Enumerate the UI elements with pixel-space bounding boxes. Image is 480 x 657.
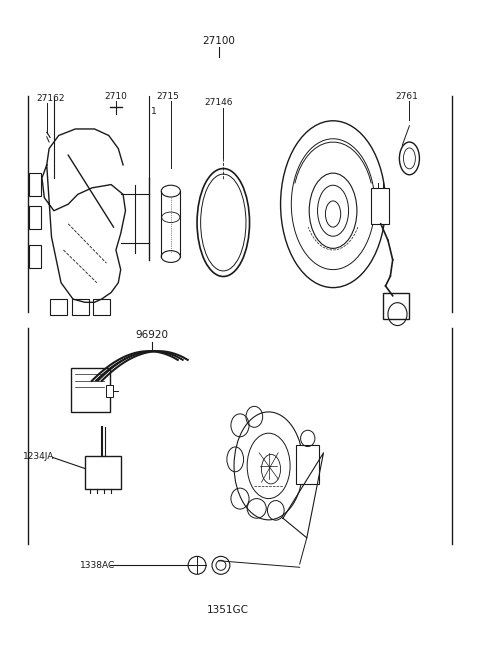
- Bar: [29, 206, 41, 229]
- Bar: [93, 299, 110, 315]
- Text: 2761: 2761: [396, 92, 419, 101]
- Text: 27162: 27162: [36, 94, 65, 102]
- Bar: [29, 245, 41, 268]
- Bar: [72, 299, 89, 315]
- Bar: [371, 188, 389, 224]
- Text: 1: 1: [151, 107, 157, 116]
- Text: 1338AC: 1338AC: [80, 561, 115, 570]
- Bar: [50, 299, 67, 315]
- Bar: [107, 385, 113, 397]
- Bar: [85, 456, 120, 489]
- Text: 2710: 2710: [105, 92, 127, 101]
- Text: 1234JA: 1234JA: [23, 451, 54, 461]
- Bar: [383, 292, 409, 319]
- Bar: [71, 368, 110, 412]
- Bar: [29, 173, 41, 196]
- Text: 96920: 96920: [135, 330, 168, 340]
- Text: 27100: 27100: [202, 35, 235, 45]
- Text: 1351GC: 1351GC: [207, 605, 249, 615]
- Bar: [296, 445, 319, 484]
- Text: 2715: 2715: [156, 92, 179, 101]
- Text: 27146: 27146: [204, 99, 233, 107]
